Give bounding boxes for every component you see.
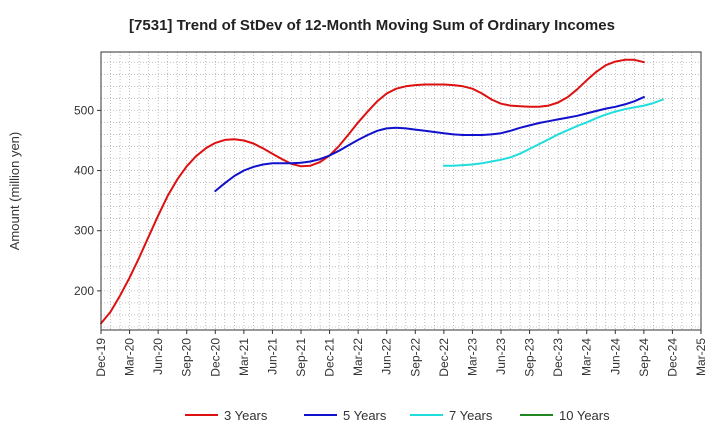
chart-title: [7531] Trend of StDev of 12-Month Moving…: [129, 17, 615, 34]
y-axis: 200 300 400 500: [74, 103, 101, 298]
legend-label-10-years: 10 Years: [559, 408, 610, 423]
x-tick-label: Dec-19: [94, 338, 108, 377]
x-tick-label: Jun-20: [151, 338, 165, 375]
x-axis: Dec-19 Mar-20 Jun-20 Sep-20 Dec-20 Mar-21 Jun-…: [94, 330, 708, 377]
x-tick-label: Mar-21: [237, 338, 251, 376]
y-tick-label: 400: [74, 164, 94, 178]
x-tick-label: Jun-22: [380, 338, 394, 375]
plot-frame: [100, 51, 702, 331]
series-line-5-years: [214, 96, 645, 192]
y-tick-label: 500: [74, 103, 94, 117]
legend: 3 Years 5 Years 7 Years 10 Years: [185, 408, 610, 423]
grid-layer: [101, 52, 701, 330]
y-tick-label: 200: [74, 284, 94, 298]
series-line-7-years: [442, 98, 664, 167]
y-axis-label: Amount (million yen): [7, 132, 22, 251]
x-tick-label: Sep-23: [523, 338, 537, 377]
plot-background: [101, 52, 701, 330]
y-tick-label: 300: [74, 224, 94, 238]
x-tick-label: Jun-23: [494, 338, 508, 375]
x-tick-label: Dec-24: [665, 338, 679, 377]
legend-label-7-years: 7 Years: [449, 408, 493, 423]
legend-label-5-years: 5 Years: [343, 408, 387, 423]
series-line-3-years: [100, 58, 645, 325]
x-tick-label: Mar-22: [351, 338, 365, 376]
x-tick-label: Jun-24: [608, 338, 622, 375]
x-tick-label: Dec-22: [437, 338, 451, 377]
x-tick-label: Dec-20: [208, 338, 222, 377]
x-tick-label: Mar-23: [465, 338, 479, 376]
x-tick-label: Sep-21: [294, 338, 308, 377]
x-tick-label: Mar-20: [123, 338, 137, 376]
plot-area: [100, 51, 702, 331]
x-tick-label: Dec-21: [323, 338, 337, 377]
legend-label-3-years: 3 Years: [224, 408, 268, 423]
x-tick-label: Dec-23: [551, 338, 565, 377]
x-tick-label: Mar-24: [580, 338, 594, 376]
series-layer: [100, 58, 664, 325]
x-tick-label: Mar-25: [694, 338, 708, 376]
x-tick-label: Sep-22: [408, 338, 422, 377]
x-tick-label: Sep-20: [180, 338, 194, 377]
x-tick-label: Sep-24: [637, 338, 651, 377]
x-tick-label: Jun-21: [265, 338, 279, 375]
